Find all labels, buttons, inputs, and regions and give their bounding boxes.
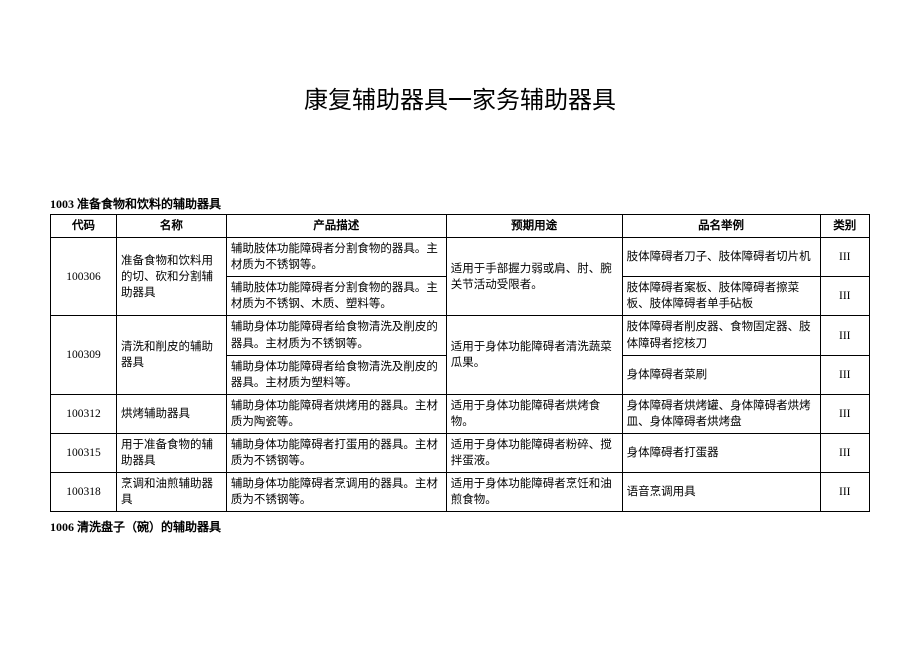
aids-table: 代码 名称 产品描述 预期用途 品名举例 类别 100306 准备食物和饮料用的… xyxy=(50,214,870,512)
page-title: 康复辅助器具一家务辅助器具 xyxy=(50,80,870,115)
table-row: 100309 清洗和削皮的辅助器具 辅助身体功能障碍者给食物清洗及削皮的器具。主… xyxy=(51,316,870,355)
cell-brand: 肢体障碍者案板、肢体障碍者擦菜板、肢体障碍者单手砧板 xyxy=(622,277,820,316)
cell-cat: III xyxy=(820,355,870,394)
cell-name: 用于准备食物的辅助器具 xyxy=(116,434,226,473)
cell-code: 100306 xyxy=(51,238,117,316)
table-header-row: 代码 名称 产品描述 预期用途 品名举例 类别 xyxy=(51,215,870,238)
table-row: 100306 准备食物和饮料用的切、砍和分割辅助器具 辅助肢体功能障碍者分割食物… xyxy=(51,238,870,277)
cell-code: 100318 xyxy=(51,473,117,512)
cell-brand: 肢体障碍者刀子、肢体障碍者切片机 xyxy=(622,238,820,277)
cell-use: 适用于身体功能障碍者粉碎、搅拌蛋液。 xyxy=(446,434,622,473)
cell-brand: 身体障碍者打蛋器 xyxy=(622,434,820,473)
cell-desc: 辅助身体功能障碍者打蛋用的器具。主材质为不锈钢等。 xyxy=(226,434,446,473)
col-header-brand: 品名举例 xyxy=(622,215,820,238)
cell-use: 适用于手部握力弱或肩、肘、腕关节活动受限者。 xyxy=(446,238,622,316)
cell-cat: III xyxy=(820,238,870,277)
cell-code: 100309 xyxy=(51,316,117,394)
col-header-code: 代码 xyxy=(51,215,117,238)
cell-name: 清洗和削皮的辅助器具 xyxy=(116,316,226,394)
cell-use: 适用于身体功能障碍者烹饪和油煎食物。 xyxy=(446,473,622,512)
table-row: 100318 烹调和油煎辅助器具 辅助身体功能障碍者烹调用的器具。主材质为不锈钢… xyxy=(51,473,870,512)
cell-desc: 辅助身体功能障碍者给食物清洗及削皮的器具。主材质为塑料等。 xyxy=(226,355,446,394)
cell-cat: III xyxy=(820,394,870,433)
section-1006-header: 1006 清洗盘子（碗）的辅助器具 xyxy=(50,518,870,535)
cell-cat: III xyxy=(820,277,870,316)
cell-desc: 辅助肢体功能障碍者分割食物的器具。主材质为不锈钢、木质、塑料等。 xyxy=(226,277,446,316)
col-header-use: 预期用途 xyxy=(446,215,622,238)
col-header-desc: 产品描述 xyxy=(226,215,446,238)
cell-cat: III xyxy=(820,434,870,473)
col-header-cat: 类别 xyxy=(820,215,870,238)
cell-desc: 辅助肢体功能障碍者分割食物的器具。主材质为不锈钢等。 xyxy=(226,238,446,277)
cell-brand: 身体障碍者菜刷 xyxy=(622,355,820,394)
cell-code: 100315 xyxy=(51,434,117,473)
cell-cat: III xyxy=(820,316,870,355)
cell-brand: 身体障碍者烘烤罐、身体障碍者烘烤皿、身体障碍者烘烤盘 xyxy=(622,394,820,433)
cell-use: 适用于身体功能障碍者清洗蔬菜瓜果。 xyxy=(446,316,622,394)
table-row: 100315 用于准备食物的辅助器具 辅助身体功能障碍者打蛋用的器具。主材质为不… xyxy=(51,434,870,473)
cell-name: 烘烤辅助器具 xyxy=(116,394,226,433)
cell-desc: 辅助身体功能障碍者烘烤用的器具。主材质为陶瓷等。 xyxy=(226,394,446,433)
col-header-name: 名称 xyxy=(116,215,226,238)
cell-name: 准备食物和饮料用的切、砍和分割辅助器具 xyxy=(116,238,226,316)
cell-use: 适用于身体功能障碍者烘烤食物。 xyxy=(446,394,622,433)
section-1003-header: 1003 准备食物和饮料的辅助器具 xyxy=(50,195,870,212)
cell-desc: 辅助身体功能障碍者烹调用的器具。主材质为不锈钢等。 xyxy=(226,473,446,512)
cell-brand: 肢体障碍者削皮器、食物固定器、肢体障碍者挖核刀 xyxy=(622,316,820,355)
cell-code: 100312 xyxy=(51,394,117,433)
table-row: 100312 烘烤辅助器具 辅助身体功能障碍者烘烤用的器具。主材质为陶瓷等。 适… xyxy=(51,394,870,433)
cell-cat: III xyxy=(820,473,870,512)
cell-desc: 辅助身体功能障碍者给食物清洗及削皮的器具。主材质为不锈钢等。 xyxy=(226,316,446,355)
cell-brand: 语音烹调用具 xyxy=(622,473,820,512)
cell-name: 烹调和油煎辅助器具 xyxy=(116,473,226,512)
